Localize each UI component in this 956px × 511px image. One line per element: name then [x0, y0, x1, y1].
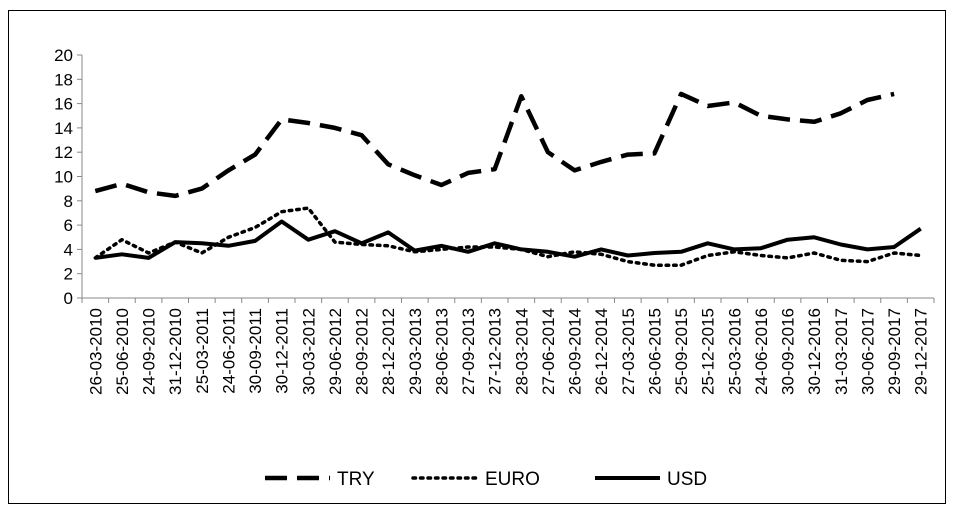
x-tick-label: 25-06-2010 [113, 308, 132, 395]
x-tick-label: 30-09-2016 [779, 308, 798, 395]
x-tick-label: 28-09-2012 [353, 308, 372, 395]
y-tick-label: 0 [64, 289, 73, 308]
x-tick-label: 28-03-2014 [512, 308, 531, 395]
x-tick-label: 26-03-2010 [86, 308, 105, 395]
y-tick-label: 2 [64, 265, 73, 284]
x-tick-label: 28-06-2013 [432, 308, 451, 395]
y-tick-label: 4 [64, 240, 73, 259]
x-tick-label: 29-09-2017 [885, 308, 904, 395]
y-tick-label: 14 [54, 119, 73, 138]
x-tick-label: 24-06-2016 [752, 308, 771, 395]
y-tick-label: 20 [54, 46, 73, 65]
chart-legend: TRY EURO USD [265, 469, 707, 490]
x-tick-label: 30-09-2011 [246, 308, 265, 394]
y-tick-label: 10 [54, 168, 73, 187]
x-tick-label: 26-12-2014 [592, 308, 611, 395]
series-lines [93, 91, 923, 267]
x-tick-label: 27-06-2014 [539, 308, 558, 395]
x-tick-label: 29-12-2017 [912, 308, 931, 395]
x-tick-label: 30-03-2012 [299, 308, 318, 395]
x-tick-label: 31-03-2017 [832, 308, 851, 395]
x-tick-label: 25-03-2016 [725, 308, 744, 395]
chart-axes [77, 54, 935, 303]
x-tick-label: 27-03-2015 [619, 308, 638, 395]
y-tick-label: 18 [54, 70, 73, 89]
x-tick-label: 29-03-2013 [406, 308, 425, 395]
x-tick-label: 30-12-2016 [805, 308, 824, 395]
y-tick-labels: 0 2 4 6 8 10 12 14 16 18 20 [54, 46, 73, 308]
x-tick-label: 30-12-2011 [273, 308, 292, 394]
series-line-try [94, 91, 895, 199]
x-tick-label: 31-12-2010 [166, 308, 185, 395]
y-tick-label: 12 [54, 143, 73, 162]
legend-label-try: TRY [337, 469, 375, 490]
x-tick-label: 30-06-2017 [858, 308, 877, 395]
legend-label-euro: EURO [485, 469, 540, 490]
x-tick-label: 24-09-2010 [140, 308, 159, 395]
x-tick-label: 26-06-2015 [645, 308, 664, 395]
series-line-usd [95, 219, 922, 260]
x-tick-label: 27-12-2013 [486, 308, 505, 395]
x-tick-label: 29-06-2012 [326, 308, 345, 395]
x-tick-labels: 26-03-2010 25-06-2010 24-09-2010 31-12-2010… [86, 308, 930, 395]
x-tick-label: 25-12-2015 [699, 308, 718, 395]
legend-label-usd: USD [667, 469, 707, 490]
x-tick-label: 25-09-2015 [672, 308, 691, 395]
x-tick-label: 25-03-2011 [193, 308, 212, 394]
x-tick-label: 26-09-2014 [566, 308, 585, 395]
y-tick-label: 16 [54, 95, 73, 114]
x-tick-label: 27-09-2013 [459, 308, 478, 395]
y-tick-label: 8 [64, 192, 73, 211]
x-tick-label: 24-06-2011 [219, 308, 238, 394]
x-tick-label: 28-12-2012 [379, 308, 398, 395]
y-tick-label: 6 [64, 216, 73, 235]
series-line-euro [93, 206, 923, 267]
